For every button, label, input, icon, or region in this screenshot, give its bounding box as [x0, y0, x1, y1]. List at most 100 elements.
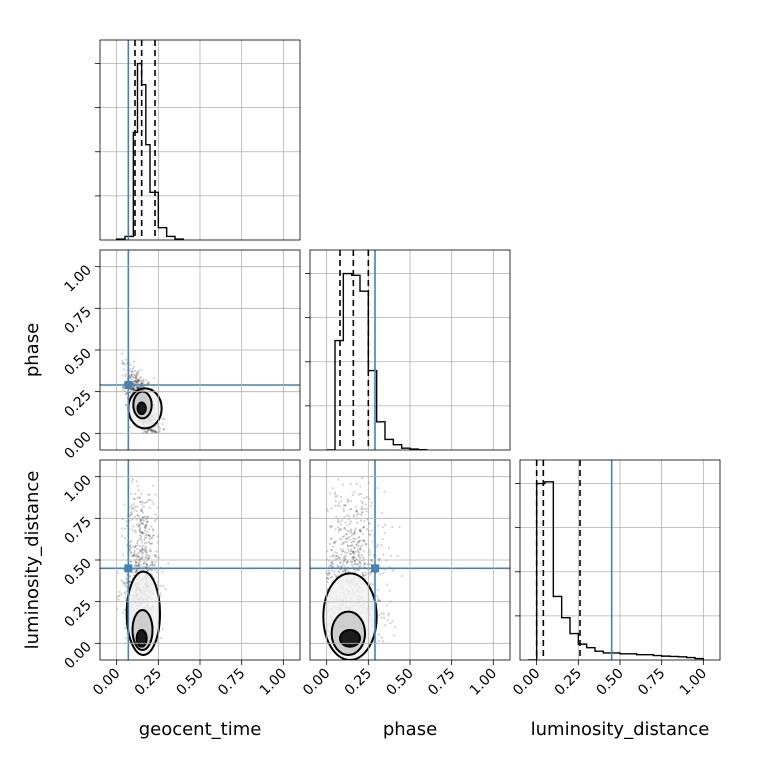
- scatter-point: [132, 525, 135, 528]
- scatter-point: [130, 560, 133, 563]
- scatter-point: [123, 581, 126, 584]
- scatter-point: [330, 576, 333, 579]
- y-axis-label-phase: phase: [22, 323, 43, 377]
- scatter-point: [150, 537, 153, 540]
- scatter-point: [139, 385, 142, 388]
- scatter-point: [363, 562, 366, 566]
- scatter-point: [131, 376, 135, 379]
- scatter-point: [125, 577, 128, 580]
- scatter-point: [129, 375, 132, 378]
- scatter-point: [141, 522, 145, 525]
- scatter-point: [140, 385, 143, 388]
- scatter-point: [138, 529, 142, 532]
- scatter-point: [361, 544, 364, 547]
- scatter-point: [363, 496, 366, 500]
- scatter-point: [387, 546, 390, 549]
- scatter-point: [369, 533, 372, 536]
- scatter-point: [142, 505, 145, 508]
- scatter-point: [141, 501, 144, 504]
- scatter-point: [144, 526, 147, 530]
- scatter-point: [137, 555, 140, 559]
- scatter-point: [146, 534, 149, 537]
- scatter-point: [339, 560, 343, 563]
- scatter-point: [376, 486, 379, 490]
- scatter-point: [346, 570, 349, 573]
- scatter-point: [358, 529, 362, 532]
- scatter-point: [377, 597, 380, 600]
- scatter-point: [401, 574, 404, 578]
- x-tick-label: 0.00: [300, 666, 333, 699]
- scatter-point: [358, 551, 361, 554]
- scatter-point: [163, 417, 166, 421]
- scatter-point: [362, 526, 365, 529]
- scatter-point: [339, 561, 342, 565]
- scatter-point: [349, 553, 352, 556]
- scatter-point: [330, 561, 333, 564]
- scatter-point: [131, 369, 134, 372]
- scatter-point: [361, 555, 364, 559]
- scatter-point: [130, 554, 133, 557]
- x-tick-label: 1.00: [257, 666, 290, 699]
- scatter-point: [145, 563, 149, 566]
- scatter-point: [352, 546, 356, 549]
- scatter-point: [333, 541, 336, 544]
- scatter-point: [147, 554, 150, 557]
- scatter-point: [148, 506, 152, 509]
- scatter-point: [393, 626, 397, 629]
- scatter-point: [355, 510, 358, 513]
- scatter-point: [129, 539, 133, 543]
- scatter-point: [137, 562, 141, 565]
- scatter-point: [359, 528, 362, 531]
- scatter-point: [327, 573, 330, 577]
- scatter-point: [330, 507, 333, 510]
- scatter-point: [153, 426, 156, 429]
- scatter-point: [132, 554, 135, 557]
- scatter-point: [345, 514, 349, 517]
- scatter-point: [357, 493, 361, 496]
- scatter-point: [359, 539, 363, 542]
- histogram-step-phase: [326, 272, 428, 450]
- scatter-point: [144, 430, 147, 433]
- scatter-point: [148, 554, 151, 558]
- scatter-point: [340, 543, 343, 546]
- scatter-point: [144, 523, 147, 527]
- scatter-point: [144, 561, 147, 565]
- scatter-point: [140, 509, 143, 512]
- scatter-point: [128, 519, 131, 522]
- histogram-step-geocent_time: [115, 62, 185, 240]
- scatter-point: [350, 507, 353, 511]
- scatter-panel-geocent_time-luminosity_distance: [100, 460, 300, 660]
- scatter-point: [338, 556, 341, 559]
- y-tick-label: 0.25: [61, 597, 94, 630]
- scatter-point: [376, 543, 379, 546]
- scatter-point: [124, 592, 127, 595]
- scatter-point: [154, 431, 157, 434]
- scatter-point: [140, 380, 143, 383]
- scatter-point: [365, 518, 369, 521]
- scatter-point: [329, 492, 332, 495]
- scatter-point: [130, 375, 133, 378]
- scatter-point: [335, 494, 338, 497]
- scatter-point: [137, 552, 140, 555]
- scatter-point: [142, 551, 145, 555]
- scatter-point: [345, 552, 348, 555]
- scatter-point: [122, 361, 125, 365]
- scatter-point: [350, 550, 353, 553]
- scatter-point: [136, 544, 139, 547]
- scatter-point: [121, 611, 124, 614]
- scatter-point: [330, 525, 334, 528]
- scatter-point: [356, 563, 360, 566]
- scatter-point: [134, 560, 137, 563]
- scatter-point: [144, 546, 147, 549]
- y-tick-label: 0.00: [61, 639, 94, 672]
- scatter-point: [141, 556, 144, 559]
- scatter-point: [137, 515, 141, 518]
- scatter-point: [138, 549, 141, 552]
- scatter-point: [143, 542, 146, 545]
- scatter-point: [134, 571, 137, 574]
- scatter-point: [153, 520, 157, 523]
- x-tick-label: 0.50: [173, 666, 206, 699]
- scatter-point: [330, 563, 333, 566]
- scatter-point: [329, 525, 332, 529]
- scatter-point: [135, 386, 138, 389]
